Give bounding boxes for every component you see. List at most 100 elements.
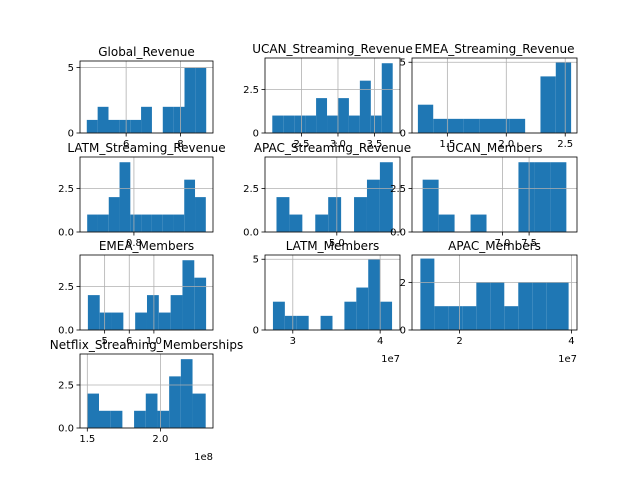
- histogram-bar: [433, 118, 449, 133]
- histogram-bar: [434, 306, 449, 330]
- histogram-bar: [97, 214, 109, 232]
- histogram-bar: [195, 197, 206, 232]
- x-tick-label: 4: [568, 336, 574, 347]
- histogram-bar: [158, 312, 171, 330]
- histogram-bar: [184, 67, 196, 133]
- histogram-bar: [337, 98, 349, 133]
- histogram-bar: [134, 410, 146, 428]
- axes-frame: [411, 57, 578, 134]
- y-tick-label: 2.5: [58, 184, 74, 195]
- axes-frame: [264, 156, 401, 233]
- y-tick-label: 0: [68, 129, 74, 140]
- x-tick-label: 2.0: [152, 434, 168, 445]
- panel-title: LATM_Members: [286, 239, 380, 253]
- histogram-bar: [99, 410, 111, 428]
- histogram-bar: [546, 282, 569, 330]
- histogram-bar: [108, 197, 120, 232]
- y-tick-label: 2.5: [243, 85, 259, 96]
- histogram-bar: [173, 214, 185, 232]
- y-tick-label: 5: [68, 63, 74, 74]
- y-tick-label: 0: [253, 326, 259, 337]
- x-tick-label: 3.5: [367, 139, 383, 150]
- histogram-bar: [490, 282, 505, 330]
- histogram-bar: [417, 104, 434, 133]
- panel-title: LATM_Streaming_Revenue: [67, 141, 225, 155]
- histogram-panel-3: 1.5 2.0 2.5 0 5: [400, 57, 578, 150]
- x-tick-label: 5: [101, 336, 107, 347]
- histogram-bar: [110, 410, 123, 428]
- histogram-bar: [192, 393, 206, 428]
- histogram-bar: [284, 315, 297, 330]
- histogram-bar: [294, 115, 306, 133]
- x-tick-label: 6: [123, 139, 129, 150]
- histogram-panel-1: 6 8 0 5: [68, 60, 214, 150]
- y-tick-label: 2.5: [58, 282, 74, 293]
- x-tick-label: 1.5: [79, 434, 95, 445]
- histogram-bar: [272, 115, 284, 133]
- y-tick-label: 2.5: [390, 184, 406, 195]
- histogram-bar: [320, 315, 333, 330]
- axes-frame: [264, 254, 401, 331]
- histogram-bar: [494, 118, 510, 133]
- y-tick-label: 0.0: [58, 424, 74, 435]
- histogram-bar: [173, 106, 185, 133]
- panel-title: Netflix_Streaming_Memberships: [50, 338, 243, 352]
- histogram-bar: [180, 359, 193, 428]
- histogram-bar: [162, 214, 174, 232]
- histogram-bar: [272, 301, 285, 330]
- histogram-bar: [420, 258, 435, 330]
- x-offset-label: 1e8: [194, 452, 213, 463]
- histogram-bar: [145, 393, 158, 428]
- panel-title: APAC_Members: [448, 239, 541, 253]
- x-tick-label: 1.5: [439, 139, 455, 150]
- histogram-bar: [146, 295, 159, 330]
- panel-title: EMEA_Members: [99, 239, 194, 253]
- histogram-bar: [315, 214, 329, 232]
- histogram-bar: [305, 115, 317, 133]
- histogram-bar: [366, 179, 380, 232]
- axes-frame: [79, 254, 214, 331]
- histogram-bar: [518, 282, 533, 330]
- y-tick-label: 0: [253, 129, 259, 140]
- histogram-bar: [184, 179, 196, 232]
- panel-title: EMEA_Streaming_Revenue: [415, 42, 575, 56]
- histogram-bar: [463, 118, 480, 133]
- axes-frame: [264, 57, 401, 134]
- histogram-bar: [194, 277, 207, 330]
- histogram-bar: [276, 197, 290, 232]
- histogram-bar: [170, 295, 183, 330]
- y-tick-label: 0: [400, 129, 406, 140]
- histogram-bar: [354, 197, 367, 232]
- histogram-bar: [518, 162, 535, 232]
- histogram-bar: [509, 118, 526, 133]
- y-tick-label: 5: [400, 58, 406, 69]
- histogram-panel-2: 2.5 3.0 3.5 0 2.5: [243, 57, 401, 150]
- x-tick-label: 2.5: [294, 139, 310, 150]
- histogram-bar: [540, 76, 556, 133]
- histogram-bar: [370, 115, 382, 133]
- histogram-bar: [359, 80, 371, 133]
- histogram-bar: [356, 287, 369, 330]
- histogram-bar: [550, 162, 567, 232]
- histogram-bar: [379, 162, 393, 232]
- histogram-bar: [555, 62, 572, 133]
- histogram-bar: [86, 119, 98, 133]
- panel-title: UCAN_Members: [447, 141, 543, 155]
- axes-frame: [411, 156, 578, 233]
- histogram-panel-9: 2 4 0 2 1e7: [400, 254, 578, 365]
- x-tick-label: 3: [290, 336, 296, 347]
- y-tick-label: 2: [400, 278, 406, 289]
- histogram-bar: [504, 306, 519, 330]
- x-tick-label: 6: [126, 336, 132, 347]
- histogram-bar: [438, 214, 455, 232]
- histogram-bar: [316, 98, 328, 133]
- histogram-bar: [87, 393, 99, 428]
- x-offset-label: 1e7: [558, 354, 577, 365]
- histogram-bar: [368, 259, 381, 330]
- histogram-panel-10: 1.5 2.0 0.0 2.5 1e8: [58, 353, 214, 463]
- histogram-bar: [534, 162, 551, 232]
- histogram-bar: [328, 197, 342, 232]
- histogram-bar: [470, 214, 487, 232]
